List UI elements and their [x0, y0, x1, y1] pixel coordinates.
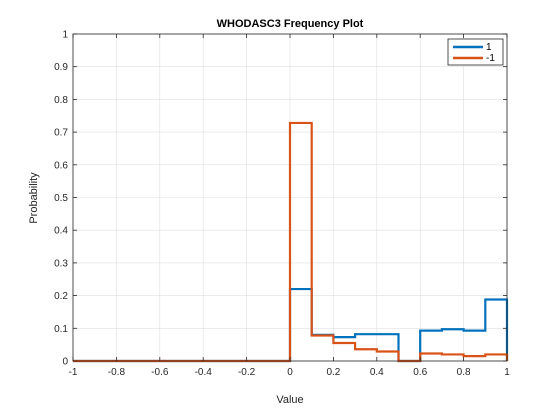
y-tick-label: 0.9 [54, 62, 68, 73]
tick-labels: -1 -0.8 -0.6 -0.4 -0.2 0 0.2 0.4 0.6 0.8 1 0 0.1 0.2 0… [54, 30, 510, 379]
y-tick-label: 0.3 [54, 258, 68, 269]
x-tick-label: 0.4 [370, 367, 384, 378]
y-axis-label: Probability [28, 172, 40, 224]
x-tick-label: -0.4 [195, 367, 213, 378]
y-tick-label: 0 [62, 357, 68, 368]
x-tick-label: -1 [69, 367, 78, 378]
y-tick-label: 1 [62, 30, 68, 41]
legend-box [447, 38, 504, 66]
x-tick-label: -0.8 [108, 367, 126, 378]
y-tick-label: 0.5 [54, 193, 68, 204]
x-tick-label: -0.6 [151, 367, 169, 378]
legend-label-2: -1 [486, 53, 495, 64]
x-tick-label: 0.8 [457, 367, 471, 378]
x-tick-label: 0.2 [326, 367, 340, 378]
y-tick-label: 0.8 [54, 95, 68, 106]
y-tick-label: 0.1 [54, 324, 68, 335]
x-tick-label: 0.6 [413, 367, 427, 378]
legend-label-1: 1 [486, 42, 492, 53]
x-tick-label: -0.2 [238, 367, 256, 378]
x-axis-label: Value [276, 394, 303, 406]
chart-title: WHODASC3 Frequency Plot [217, 18, 364, 30]
ticks [72, 33, 508, 362]
x-tick-label: 1 [504, 367, 510, 378]
y-tick-label: 0.7 [54, 128, 68, 139]
legend: 1 -1 [447, 38, 504, 66]
y-tick-label: 0.4 [54, 226, 68, 237]
y-tick-label: 0.6 [54, 160, 68, 171]
y-tick-label: 0.2 [54, 291, 68, 302]
x-tick-label: 0 [287, 367, 293, 378]
